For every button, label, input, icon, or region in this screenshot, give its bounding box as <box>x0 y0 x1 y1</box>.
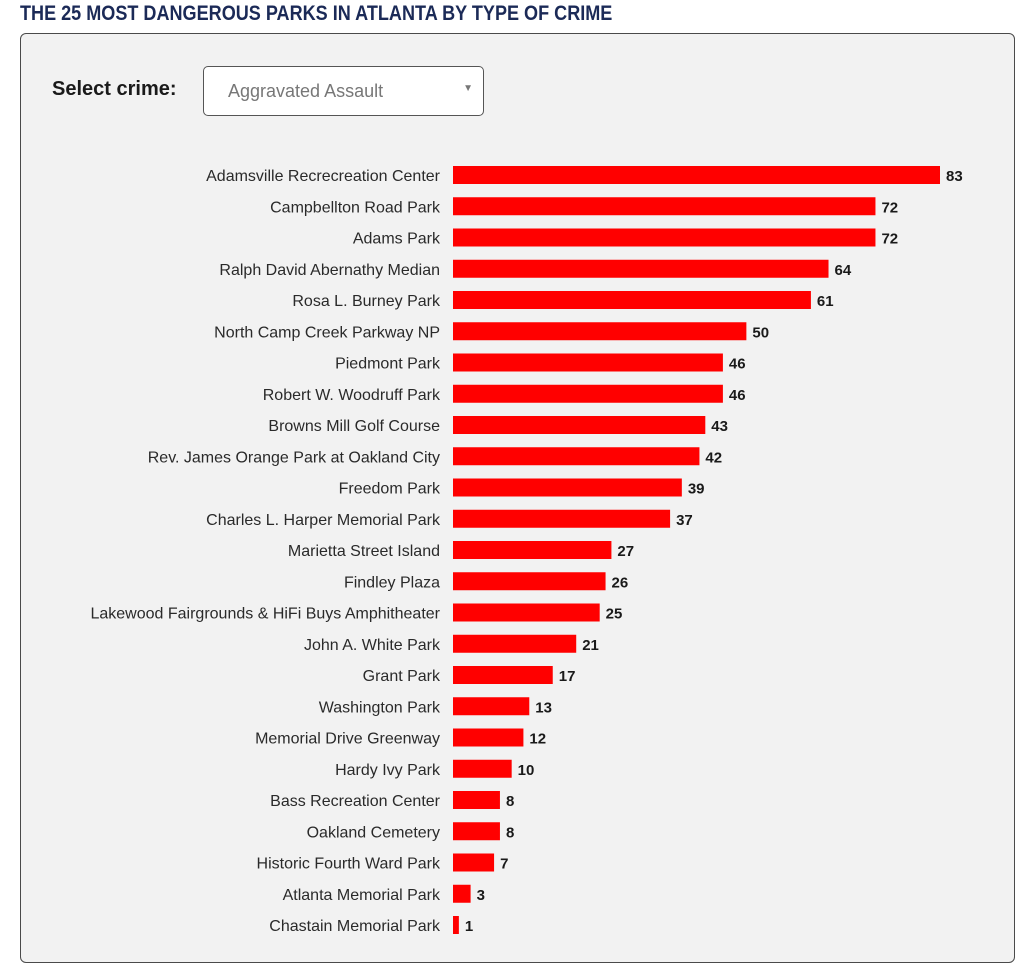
category-label: Campbellton Road Park <box>270 199 441 216</box>
value-label: 37 <box>676 512 693 529</box>
bar[interactable] <box>453 666 553 684</box>
category-label: Lakewood Fairgrounds & HiFi Buys Amphith… <box>90 606 440 623</box>
bar[interactable] <box>453 791 500 809</box>
bar[interactable] <box>453 416 706 434</box>
chevron-down-icon: ▼ <box>463 83 473 94</box>
category-label: Ralph David Abernathy Median <box>219 262 440 279</box>
category-label: Findley Plaza <box>344 574 440 591</box>
chart-panel <box>20 33 1015 963</box>
value-label: 26 <box>612 574 629 591</box>
value-label: 27 <box>617 543 634 560</box>
bar[interactable] <box>453 853 495 872</box>
category-label: Atlanta Memorial Park <box>283 887 441 904</box>
value-label: 7 <box>500 856 508 873</box>
category-label: Bass Recreation Center <box>270 793 441 810</box>
category-label: Browns Mill Golf Course <box>268 418 440 435</box>
value-label: 25 <box>606 606 623 623</box>
category-label: Charles L. Harper Memorial Park <box>206 512 441 529</box>
value-label: 42 <box>705 449 722 466</box>
category-label: Freedom Park <box>339 481 441 498</box>
category-label: Adamsville Recrecreation Center <box>206 168 441 185</box>
category-label: Adams Park <box>353 231 441 248</box>
value-label: 21 <box>582 637 599 654</box>
bar[interactable] <box>453 291 811 309</box>
value-label: 64 <box>835 262 852 279</box>
value-label: 83 <box>946 168 963 185</box>
bar[interactable] <box>453 166 940 184</box>
category-label: Historic Fourth Ward Park <box>257 856 441 873</box>
bar[interactable] <box>453 353 723 372</box>
category-label: Memorial Drive Greenway <box>255 731 440 748</box>
select-crime-label: Select crime: <box>52 78 177 100</box>
value-label: 13 <box>535 699 552 716</box>
value-label: 46 <box>729 387 746 404</box>
bar[interactable] <box>453 603 600 622</box>
value-label: 72 <box>881 231 898 248</box>
category-label: Washington Park <box>319 699 441 716</box>
value-label: 8 <box>506 793 514 810</box>
category-label: Robert W. Woodruff Park <box>263 387 441 404</box>
bar[interactable] <box>453 697 530 716</box>
category-label: Hardy Ivy Park <box>335 762 441 779</box>
bar[interactable] <box>453 384 723 403</box>
bar[interactable] <box>453 322 747 341</box>
value-label: 72 <box>881 199 898 216</box>
crime-select-dropdown[interactable]: Aggravated Assault ▼ <box>203 66 484 116</box>
category-label: Rosa L. Burney Park <box>292 293 441 310</box>
value-label: 12 <box>529 731 546 748</box>
category-label: Piedmont Park <box>335 356 441 373</box>
category-label: Chastain Memorial Park <box>269 918 441 935</box>
value-label: 39 <box>688 481 705 498</box>
category-label: Rev. James Orange Park at Oakland City <box>148 449 440 466</box>
bar[interactable] <box>453 259 829 278</box>
category-label: Marietta Street Island <box>288 543 440 560</box>
category-label: John A. White Park <box>304 637 441 654</box>
bar[interactable] <box>453 728 524 747</box>
category-label: Oakland Cemetery <box>307 824 440 841</box>
bar[interactable] <box>453 916 459 934</box>
value-label: 8 <box>506 824 514 841</box>
value-label: 43 <box>711 418 728 435</box>
value-label: 10 <box>518 762 535 779</box>
bar[interactable] <box>453 572 606 591</box>
bar[interactable] <box>453 447 700 466</box>
bar[interactable] <box>453 509 671 528</box>
value-label: 1 <box>465 918 473 935</box>
bar[interactable] <box>453 228 876 247</box>
bar[interactable] <box>453 197 876 216</box>
value-label: 46 <box>729 356 746 373</box>
bar[interactable] <box>453 759 512 778</box>
bar[interactable] <box>453 634 577 653</box>
category-label: North Camp Creek Parkway NP <box>214 324 440 341</box>
bar[interactable] <box>453 541 612 559</box>
value-label: 61 <box>817 293 834 310</box>
crime-select-value: Aggravated Assault <box>228 81 384 101</box>
bar[interactable] <box>453 478 682 497</box>
bar[interactable] <box>453 884 471 903</box>
page-title: THE 25 MOST DANGEROUS PARKS IN ATLANTA B… <box>20 2 613 25</box>
category-label: Grant Park <box>363 668 441 685</box>
bar[interactable] <box>453 822 500 841</box>
value-label: 3 <box>477 887 485 904</box>
value-label: 50 <box>752 324 769 341</box>
value-label: 17 <box>559 668 576 685</box>
